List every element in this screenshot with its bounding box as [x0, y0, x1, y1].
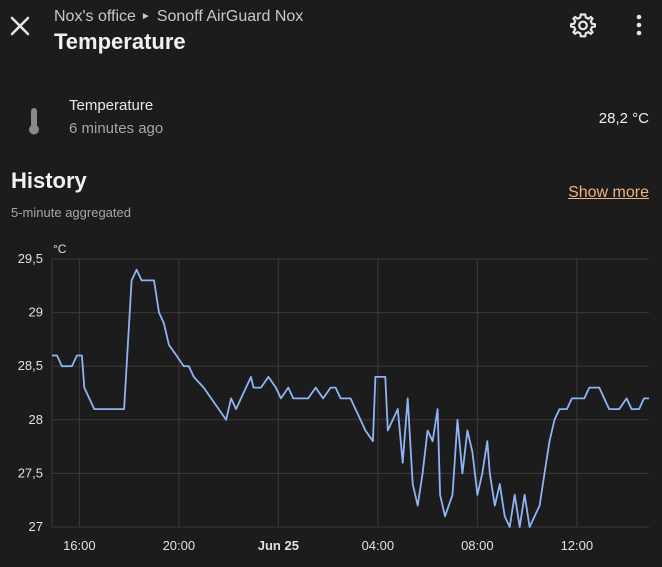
more-vertical-icon: [636, 14, 642, 36]
page-title: Temperature: [54, 29, 186, 54]
thermometer-icon: [29, 108, 39, 135]
entity-name: Temperature: [69, 97, 154, 114]
breadcrumb-device: Sonoff AirGuard Nox: [156, 8, 304, 25]
breadcrumb: Nox's office ► Sonoff AirGuard Nox: [54, 8, 303, 26]
x-tick-label: 20:00: [163, 538, 196, 553]
x-tick-label: 12:00: [561, 538, 594, 553]
settings-button[interactable]: [570, 12, 596, 38]
chart-grid: [51, 258, 649, 528]
entity-last-changed: 6 minutes ago: [69, 120, 164, 137]
y-axis-unit-label: °C: [53, 242, 67, 256]
x-tick-label: 08:00: [461, 538, 494, 553]
entity-row[interactable]: Temperature 6 minutes ago 28,2 °C: [0, 90, 662, 150]
close-icon: [10, 16, 30, 36]
y-axis-ticks: 29,5 29 28,5 28 27,5 27: [18, 251, 43, 534]
x-axis-ticks: 16:00 20:00 Jun 25 04:00 08:00 12:00: [63, 538, 593, 553]
entity-state: 28,2 °C: [598, 110, 649, 127]
close-button[interactable]: [8, 9, 32, 39]
breadcrumb-area: Nox's office: [54, 8, 136, 25]
history-title: History: [11, 168, 87, 193]
breadcrumb-separator-icon: ►: [140, 11, 151, 22]
y-tick-label: 27,5: [18, 465, 43, 480]
gear-icon: [570, 13, 596, 38]
y-tick-label: 28,5: [18, 358, 43, 373]
series-line: [52, 268, 649, 528]
x-tick-label: Jun 25: [258, 538, 299, 553]
x-tick-label: 16:00: [63, 538, 96, 553]
y-tick-label: 29: [29, 305, 43, 320]
y-tick-label: 29,5: [18, 251, 43, 266]
show-more-link[interactable]: Show more: [568, 184, 649, 201]
history-subtitle: 5-minute aggregated: [11, 205, 131, 220]
y-tick-label: 27: [29, 519, 43, 534]
temperature-history-chart[interactable]: 29,5 29 28,5 28 27,5 27 16:00 20:00 Jun 25 04:00…: [0, 235, 662, 567]
x-tick-label: 04:00: [362, 538, 395, 553]
more-options-button[interactable]: [630, 12, 648, 38]
y-tick-label: 28: [29, 412, 43, 427]
top-app-bar: Nox's office ► Sonoff AirGuard Nox Tempera…: [0, 0, 662, 60]
